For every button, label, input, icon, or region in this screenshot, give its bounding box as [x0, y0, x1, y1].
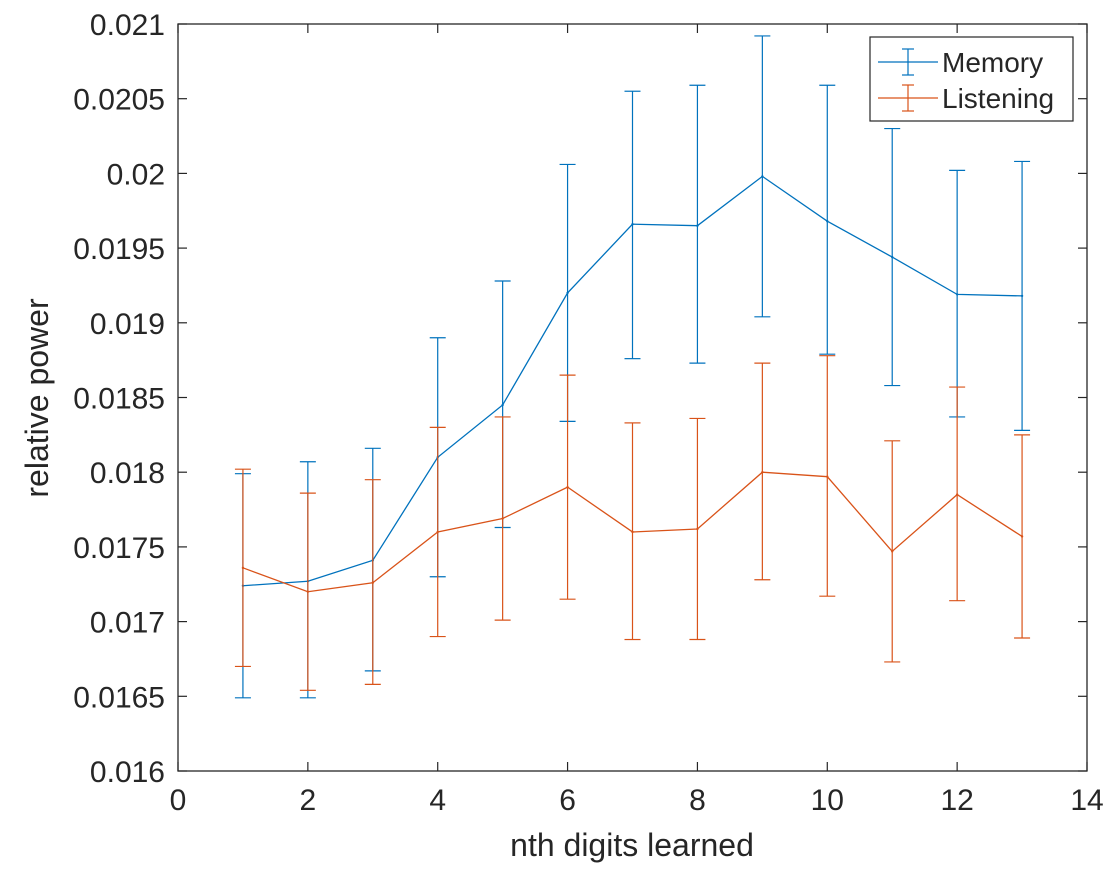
series-layer	[234, 35, 1031, 699]
series-1	[234, 355, 1031, 691]
data-point	[241, 566, 245, 570]
legend-box	[869, 36, 1074, 122]
data-point	[1020, 294, 1024, 298]
y-tick-label: 0.0195	[73, 233, 165, 266]
x-tick-label: 10	[811, 784, 844, 817]
y-tick-label: 0.018	[90, 457, 165, 490]
y-tick-label: 0.0165	[73, 681, 165, 714]
axes-layer: 0 2 4 6 8 10 12 14 0.016 0.0165 0.017 0.0175 0.018 0.…	[73, 9, 1103, 817]
y-tick-label: 0.019	[90, 308, 165, 341]
x-tick-label: 6	[559, 784, 576, 817]
y-tick-label: 0.0175	[73, 532, 165, 565]
data-point	[501, 403, 504, 407]
y-tick-label: 0.02	[107, 158, 165, 191]
y-tick-label: 0.0205	[73, 84, 165, 117]
data-point	[826, 220, 829, 223]
data-point	[955, 293, 959, 296]
legend-label: Memory	[942, 47, 1043, 78]
legend-item-0: Memory	[878, 47, 1043, 78]
error-bar	[689, 84, 706, 364]
data-point	[371, 581, 374, 584]
y-tick-label: 0.0185	[73, 383, 165, 416]
x-tick-label: 12	[940, 784, 973, 817]
data-point	[761, 471, 764, 474]
data-point	[826, 475, 829, 478]
data-point	[631, 530, 634, 534]
data-point	[566, 485, 569, 489]
legend-label: Listening	[942, 83, 1054, 114]
x-tick-label: 8	[689, 784, 706, 817]
data-point	[696, 224, 699, 227]
legend-item-1: Listening	[878, 83, 1054, 114]
x-tick-label: 0	[170, 784, 187, 817]
data-point	[306, 590, 310, 593]
error-bar	[819, 84, 836, 355]
x-tick-label: 14	[1070, 784, 1103, 817]
legend: Memory Listening	[869, 36, 1074, 122]
data-point	[566, 291, 569, 295]
data-point	[501, 517, 504, 520]
data-point	[761, 175, 764, 178]
data-point	[436, 530, 439, 534]
y-tick-label: 0.016	[90, 756, 165, 789]
data-point	[696, 527, 699, 531]
data-point	[891, 550, 894, 553]
y-tick-label: 0.021	[90, 9, 165, 42]
data-point	[891, 255, 894, 259]
x-tick-label: 2	[300, 784, 317, 817]
data-point	[1020, 535, 1024, 538]
y-axis-label: relative power	[19, 298, 55, 498]
data-point	[955, 493, 959, 496]
x-tick-label: 4	[429, 784, 446, 817]
y-tick-label: 0.017	[90, 607, 165, 640]
x-axis-label: nth digits learned	[510, 827, 754, 863]
data-point	[631, 222, 634, 226]
